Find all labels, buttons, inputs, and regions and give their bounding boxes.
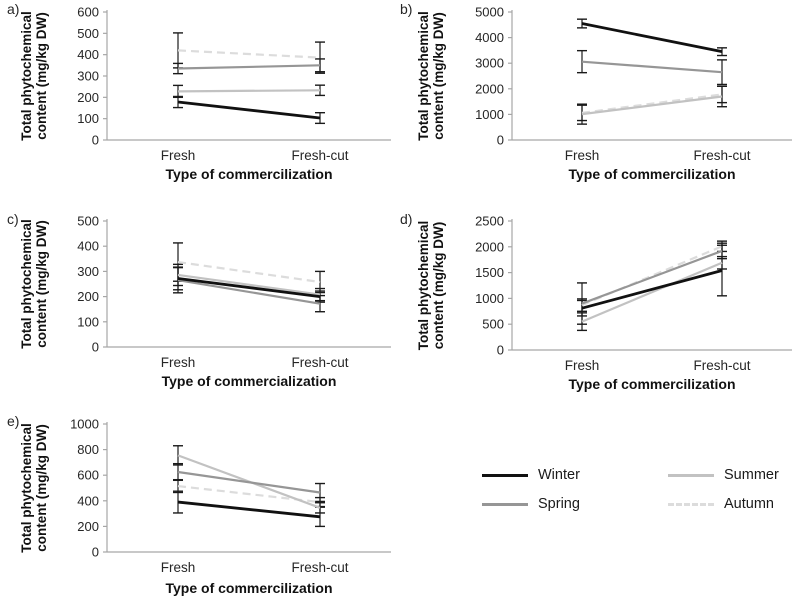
svg-text:500: 500 bbox=[77, 26, 99, 41]
chart-legend: Winter Spring Summer Autumn bbox=[455, 452, 794, 532]
svg-text:300: 300 bbox=[77, 69, 99, 84]
chart-panel-c: c) 0 100 200 300 400 500 Fresh Fresh-cut Type of … bbox=[0, 200, 397, 400]
svg-text:500: 500 bbox=[77, 214, 99, 229]
svg-text:400: 400 bbox=[77, 47, 99, 62]
svg-text:800: 800 bbox=[77, 442, 99, 457]
svg-text:Fresh: Fresh bbox=[565, 358, 600, 373]
svg-text:400: 400 bbox=[77, 493, 99, 508]
svg-text:Type of commercilization: Type of commercilization bbox=[569, 166, 736, 182]
chart-svg-a: a) 0 100 200 300 400 500 600 Fresh Fresh-cut Type … bbox=[7, 1, 391, 182]
svg-text:2000: 2000 bbox=[475, 239, 504, 254]
winter-line-swatch bbox=[482, 473, 528, 477]
legend-item-summer: Summer bbox=[668, 465, 779, 485]
svg-text:0: 0 bbox=[92, 340, 99, 355]
legend-item-spring: Spring bbox=[482, 494, 580, 514]
svg-text:Type of commercialization: Type of commercialization bbox=[162, 373, 337, 389]
legend-label-autumn: Autumn bbox=[724, 496, 774, 512]
svg-text:2000: 2000 bbox=[475, 81, 504, 96]
svg-text:100: 100 bbox=[77, 314, 99, 329]
svg-text:Type of commercilization: Type of commercilization bbox=[569, 376, 736, 392]
chart-svg-e: e) 0 200 400 600 800 1000 Fresh Fresh-cut Type of… bbox=[7, 413, 391, 596]
summer-line-swatch bbox=[668, 473, 714, 477]
svg-text:200: 200 bbox=[77, 289, 99, 304]
legend-label-spring: Spring bbox=[538, 496, 580, 512]
svg-text:Total phytochemicalcontent (mg: Total phytochemicalcontent (mg/kg DW) bbox=[19, 423, 49, 553]
chart-panel-b: b) 0 1000 2000 3000 4000 5000 Fresh Fresh-cut Typ… bbox=[397, 0, 794, 200]
svg-text:Fresh-cut: Fresh-cut bbox=[291, 355, 348, 370]
legend-label-summer: Summer bbox=[724, 467, 779, 483]
svg-text:Fresh-cut: Fresh-cut bbox=[291, 560, 348, 575]
svg-text:Fresh: Fresh bbox=[161, 148, 196, 163]
svg-text:c): c) bbox=[7, 211, 19, 227]
svg-text:1000: 1000 bbox=[475, 291, 504, 306]
svg-text:0: 0 bbox=[497, 343, 504, 358]
svg-text:600: 600 bbox=[77, 5, 99, 20]
svg-text:Fresh-cut: Fresh-cut bbox=[693, 358, 750, 373]
chart-svg-c: c) 0 100 200 300 400 500 Fresh Fresh-cut Type of … bbox=[7, 211, 391, 389]
chart-svg-d: d) 0 500 1000 1500 2000 2500 Fresh Fresh-cut Type… bbox=[400, 211, 792, 392]
svg-text:1000: 1000 bbox=[70, 417, 99, 432]
svg-text:400: 400 bbox=[77, 239, 99, 254]
legend-label-winter: Winter bbox=[538, 467, 580, 483]
svg-text:Total phytochemicalcontent (mg: Total phytochemicalcontent (mg/kg DW) bbox=[19, 11, 49, 141]
svg-text:Type of commercilization: Type of commercilization bbox=[166, 166, 333, 182]
svg-text:Fresh: Fresh bbox=[161, 355, 196, 370]
chart-svg-b: b) 0 1000 2000 3000 4000 5000 Fresh Fresh-cut Typ… bbox=[400, 1, 792, 182]
svg-text:0: 0 bbox=[92, 133, 99, 148]
svg-text:4000: 4000 bbox=[475, 30, 504, 45]
svg-text:e): e) bbox=[7, 413, 19, 429]
legend-item-autumn: Autumn bbox=[668, 494, 774, 514]
chart-panel-a: a) 0 100 200 300 400 500 600 Fresh Fresh-cut Type … bbox=[0, 0, 397, 200]
svg-text:Fresh: Fresh bbox=[161, 560, 196, 575]
chart-panel-d: d) 0 500 1000 1500 2000 2500 Fresh Fresh-cut Type… bbox=[397, 200, 794, 400]
spring-line-swatch bbox=[482, 502, 528, 506]
legend-item-winter: Winter bbox=[482, 465, 580, 485]
svg-text:600: 600 bbox=[77, 468, 99, 483]
svg-text:1000: 1000 bbox=[475, 107, 504, 122]
svg-text:300: 300 bbox=[77, 264, 99, 279]
svg-text:500: 500 bbox=[482, 317, 504, 332]
svg-text:5000: 5000 bbox=[475, 5, 504, 20]
svg-text:Fresh-cut: Fresh-cut bbox=[291, 148, 348, 163]
svg-text:d): d) bbox=[400, 211, 412, 227]
svg-text:3000: 3000 bbox=[475, 56, 504, 71]
svg-text:0: 0 bbox=[92, 545, 99, 560]
svg-text:Fresh-cut: Fresh-cut bbox=[693, 148, 750, 163]
svg-text:Total phytochemicalcontent (mg: Total phytochemicalcontent (mg/kg DW) bbox=[416, 11, 446, 141]
svg-text:0: 0 bbox=[497, 133, 504, 148]
svg-text:200: 200 bbox=[77, 90, 99, 105]
chart-panel-e: e) 0 200 400 600 800 1000 Fresh Fresh-cut Type of… bbox=[0, 400, 397, 606]
svg-text:Fresh: Fresh bbox=[565, 148, 600, 163]
svg-text:200: 200 bbox=[77, 519, 99, 534]
autumn-line-swatch bbox=[668, 502, 714, 506]
svg-text:2500: 2500 bbox=[475, 214, 504, 229]
svg-text:b): b) bbox=[400, 1, 412, 17]
svg-text:1500: 1500 bbox=[475, 265, 504, 280]
svg-text:100: 100 bbox=[77, 111, 99, 126]
svg-text:Total phytochemicalcontent (mg: Total phytochemicalcontent (mg/kg DW) bbox=[416, 221, 446, 351]
svg-text:Total phytochemicalcontent (mg: Total phytochemicalcontent (mg/kg DW) bbox=[19, 219, 49, 349]
svg-text:Type of commercilization: Type of commercilization bbox=[166, 580, 333, 596]
svg-text:a): a) bbox=[7, 1, 19, 17]
